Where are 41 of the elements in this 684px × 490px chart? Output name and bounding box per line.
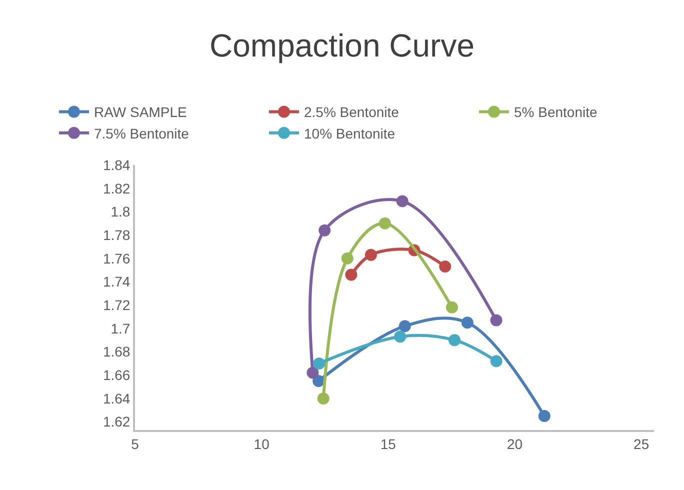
point <box>490 355 502 368</box>
point <box>364 248 377 261</box>
y-tick-label: 1.82 <box>102 180 130 196</box>
x-tick-label: 5 <box>131 436 140 452</box>
point <box>306 366 319 379</box>
point <box>341 252 354 264</box>
point <box>378 217 391 230</box>
point <box>461 316 474 329</box>
legend-label: RAW SAMPLE <box>94 104 187 120</box>
legend-label: 7.5% Bentonite <box>94 125 190 142</box>
point <box>439 260 452 273</box>
y-tick-label: 1.64 <box>102 390 130 406</box>
point <box>345 268 358 281</box>
y-tick-label: 1.78 <box>102 226 130 243</box>
chart-title: Compaction Curve <box>210 28 474 64</box>
point <box>446 301 458 314</box>
x-tick-label: 10 <box>254 436 270 452</box>
y-tick-label: 1.68 <box>102 344 130 360</box>
y-tick-label: 1.84 <box>102 156 130 173</box>
y-tick-label: 1.74 <box>102 274 130 290</box>
point <box>490 314 502 326</box>
point <box>448 334 460 346</box>
legend-label: 10% Bentonite <box>304 125 396 142</box>
y-tick-label: 1.66 <box>102 367 130 384</box>
x-tick-label: 25 <box>634 436 650 452</box>
point <box>394 330 406 343</box>
point <box>398 320 411 332</box>
legend-label: 5% Bentonite <box>514 104 598 120</box>
y-tick-label: 1.76 <box>102 250 130 266</box>
point <box>538 410 550 422</box>
legend-label: 2.5% Bentonite <box>304 104 400 120</box>
point <box>313 357 326 370</box>
point <box>318 224 331 236</box>
y-tick-label: 1.7 <box>110 320 130 336</box>
x-tick-label: 20 <box>506 436 523 452</box>
point <box>317 392 330 404</box>
y-tick-label: 1.72 <box>102 296 130 313</box>
x-tick-label: 15 <box>380 436 396 452</box>
y-tick-label: 1.8 <box>110 204 130 220</box>
point <box>396 195 408 208</box>
y-tick-label: 1.62 <box>102 414 130 430</box>
